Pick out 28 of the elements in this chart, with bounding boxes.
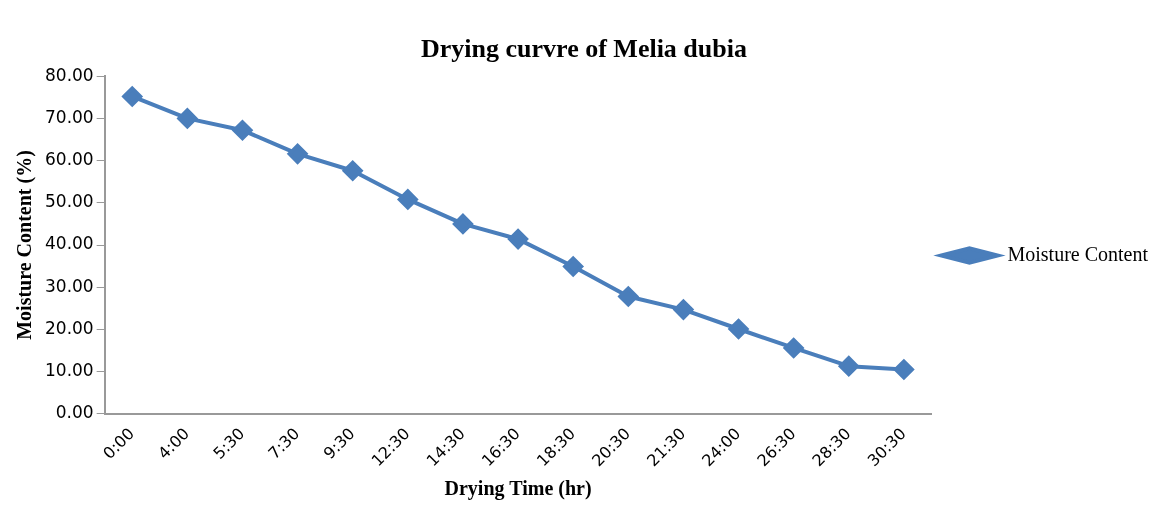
y-tick-label: 20.00 xyxy=(45,317,94,338)
y-tick-label: 80.00 xyxy=(45,64,94,85)
y-tick-label: 40.00 xyxy=(45,233,94,254)
chart-title: Drying curvre of Melia dubia xyxy=(421,34,747,64)
y-tick-label: 30.00 xyxy=(45,275,94,296)
y-tick-label: 70.00 xyxy=(45,106,94,127)
y-axis-title: Moisture Content (%) xyxy=(13,150,37,340)
y-tick-label: 50.00 xyxy=(45,191,94,212)
y-tick-label: 60.00 xyxy=(45,149,94,170)
point xyxy=(232,120,253,141)
y-tick-label: 10.00 xyxy=(45,360,94,381)
y-tick-label: 0.00 xyxy=(55,402,94,423)
x-axis-title: Drying Time (hr) xyxy=(444,477,592,501)
point xyxy=(342,160,363,181)
point xyxy=(508,229,529,250)
point xyxy=(618,286,639,307)
point xyxy=(673,299,694,320)
point xyxy=(838,356,859,377)
point xyxy=(287,143,308,164)
point xyxy=(452,213,473,234)
point xyxy=(397,189,418,210)
point xyxy=(563,256,584,277)
point xyxy=(783,337,804,358)
legend-label: Moisture Content xyxy=(1007,242,1149,265)
point xyxy=(893,359,914,380)
point xyxy=(728,318,749,339)
point xyxy=(122,86,143,107)
point xyxy=(177,108,198,129)
